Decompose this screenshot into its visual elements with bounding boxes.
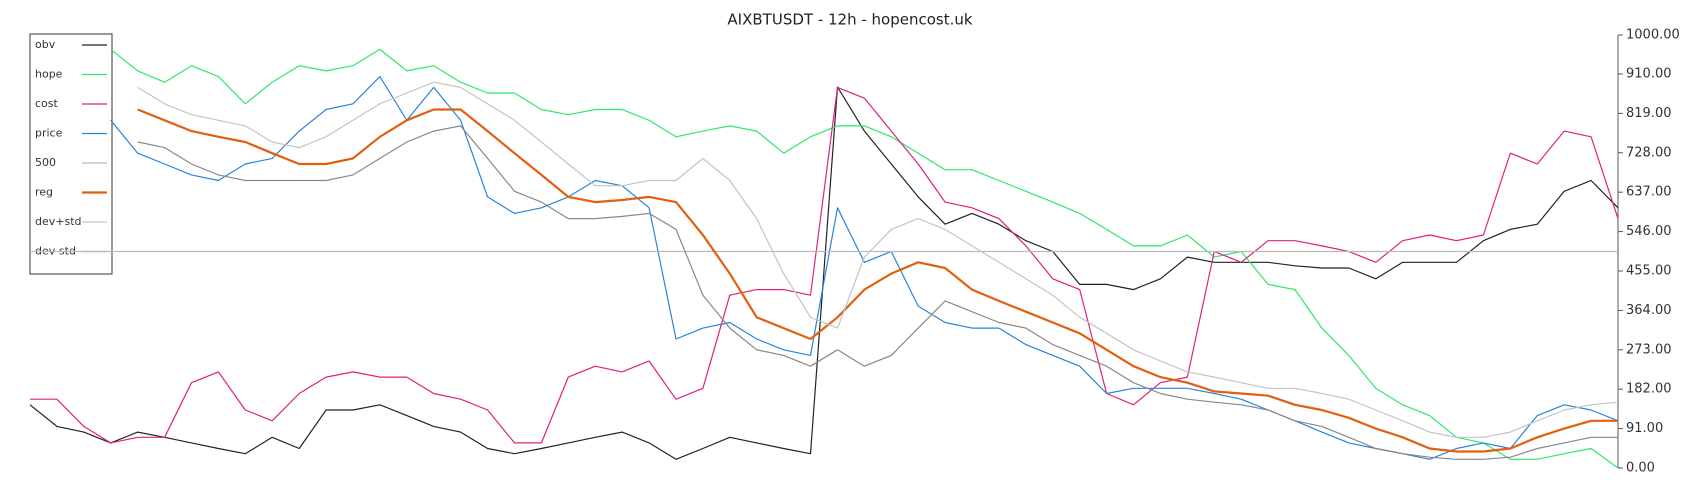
y-tick-label: 728.00 <box>1626 145 1672 160</box>
y-tick-label: 637.00 <box>1626 185 1672 200</box>
series-line <box>29 86 1619 460</box>
y-tick-label: 819.00 <box>1626 106 1672 121</box>
series-line <box>137 108 1618 453</box>
legend-label: price <box>35 127 63 140</box>
series-line <box>110 48 1619 469</box>
series-line <box>110 76 1619 460</box>
y-tick-label: 0.00 <box>1626 461 1655 476</box>
y-tick-label: 910.00 <box>1626 66 1672 81</box>
y-tick-label: 546.00 <box>1626 224 1672 239</box>
series-line <box>137 125 1618 460</box>
y-tick-label: 455.00 <box>1626 263 1672 278</box>
y-tick-label: 182.00 <box>1626 382 1672 397</box>
y-tick-label: 364.00 <box>1626 303 1672 318</box>
y-tick-label: 91.00 <box>1626 421 1663 436</box>
legend-label: dev+std <box>35 215 82 228</box>
y-tick-label: 1000.00 <box>1626 28 1680 43</box>
series-line <box>137 81 1619 438</box>
y-tick-label: 273.00 <box>1626 342 1672 357</box>
legend-label: cost <box>35 97 59 110</box>
series-line <box>30 86 1619 444</box>
legend-label: hope <box>35 68 63 81</box>
legend-label: obv <box>35 38 56 51</box>
legend-label: 500 <box>35 156 56 169</box>
legend-label: reg <box>35 186 53 199</box>
chart-title: AIXBTUSDT - 12h - hopencost.uk <box>727 11 972 29</box>
